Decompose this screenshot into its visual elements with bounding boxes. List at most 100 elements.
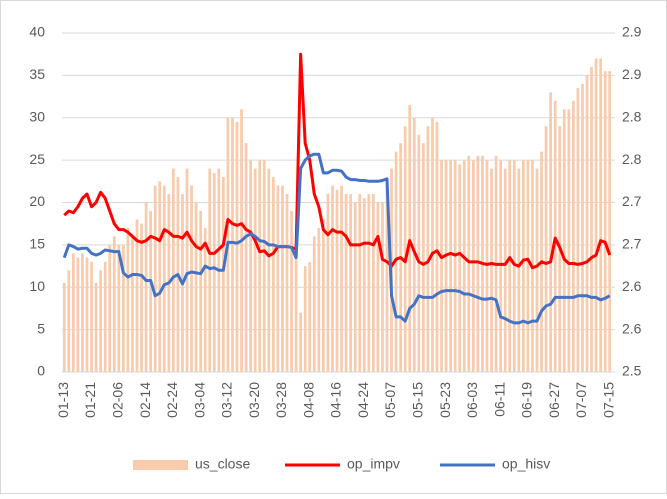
bar: [444, 160, 448, 372]
x-tick-label: 01-21: [82, 382, 98, 418]
x-tick-label: 05-15: [410, 382, 426, 418]
legend-swatch: [133, 460, 188, 470]
bar: [67, 270, 71, 372]
y-tick-label: 10: [29, 278, 45, 294]
x-tick-label: 07-15: [600, 382, 616, 418]
x-tick-label: 05-23: [437, 382, 453, 418]
bar: [294, 253, 298, 372]
bar: [476, 155, 480, 372]
x-tick-label: 07-07: [573, 382, 589, 418]
y2-tick-label: 2.8: [622, 108, 642, 124]
bar: [522, 160, 525, 372]
bar: [117, 244, 121, 372]
bar: [535, 168, 539, 372]
bar: [490, 168, 493, 372]
bar: [281, 185, 284, 372]
bar: [562, 109, 566, 373]
bar: [312, 236, 316, 372]
bar: [262, 160, 266, 372]
y2-tick-label: 2.6: [622, 278, 642, 294]
bar: [103, 261, 107, 372]
bar: [453, 160, 457, 372]
bar: [208, 168, 212, 372]
bar: [472, 160, 475, 372]
x-tick-label: 03-04: [191, 382, 207, 418]
bar: [499, 160, 502, 372]
x-tick-label: 04-08: [300, 382, 316, 418]
bar: [572, 100, 575, 373]
x-tick-label: 04-24: [355, 382, 371, 418]
bar: [422, 143, 425, 372]
bar: [185, 168, 189, 372]
bar: [235, 121, 239, 372]
bar: [140, 223, 143, 372]
y2-tick-label: 2.6: [622, 320, 642, 336]
bar: [340, 185, 343, 372]
bar: [222, 177, 225, 372]
x-tick-label: 02-06: [110, 382, 126, 418]
bar: [272, 177, 275, 372]
legend-label: op_hisv: [502, 456, 550, 472]
y-tick-label: 20: [29, 193, 45, 209]
bar: [199, 210, 202, 372]
bar: [194, 202, 198, 372]
bar: [231, 117, 234, 372]
bar: [599, 58, 602, 373]
x-tick-label: 03-28: [273, 382, 289, 418]
bar: [303, 266, 307, 372]
bar: [349, 194, 352, 372]
bar: [603, 71, 607, 372]
bar: [249, 160, 252, 372]
y-tick-label: 40: [29, 24, 45, 40]
bar: [440, 160, 443, 372]
bar: [158, 181, 162, 372]
bar: [322, 219, 325, 372]
bar: [585, 75, 589, 372]
bar: [212, 172, 216, 372]
bar: [290, 210, 293, 372]
bar: [431, 117, 434, 372]
bar: [326, 194, 330, 372]
bar: [608, 71, 612, 372]
x-tick-label: 03-20: [246, 382, 262, 418]
legend-label: op_impv: [347, 456, 400, 472]
line: [63, 52, 612, 270]
bar: [153, 185, 157, 372]
bar: [308, 261, 312, 372]
bar: [317, 227, 321, 372]
bar: [594, 58, 598, 373]
x-tick-label: 05-07: [382, 382, 398, 418]
bar: [76, 257, 80, 372]
y-tick-label: 35: [29, 66, 45, 82]
y2-tick-label: 2.9: [622, 24, 642, 40]
bar: [203, 227, 207, 372]
x-tick-label: 03-12: [219, 382, 235, 418]
y2-tick-label: 2.8: [622, 151, 642, 167]
bar: [85, 257, 89, 372]
bar: [372, 194, 375, 372]
bar: [122, 244, 125, 372]
y-tick-label: 25: [29, 151, 45, 167]
bar: [426, 126, 430, 372]
bar: [376, 202, 380, 372]
bar: [94, 283, 98, 372]
bar: [512, 160, 516, 372]
bar: [412, 117, 416, 372]
bar: [385, 181, 389, 372]
bar: [149, 210, 152, 372]
bar: [190, 185, 193, 372]
bar: [458, 164, 462, 372]
bar: [112, 236, 116, 372]
bar: [544, 126, 548, 372]
bar: [435, 121, 439, 372]
bar: [162, 185, 166, 372]
x-tick-label: 06-27: [546, 382, 562, 418]
bar: [90, 261, 93, 372]
bar: [517, 168, 521, 372]
y-tick-label: 0: [37, 363, 45, 379]
bar: [503, 168, 507, 372]
bar: [108, 244, 112, 372]
bar: [367, 194, 371, 372]
y-tick-label: 15: [29, 236, 45, 252]
